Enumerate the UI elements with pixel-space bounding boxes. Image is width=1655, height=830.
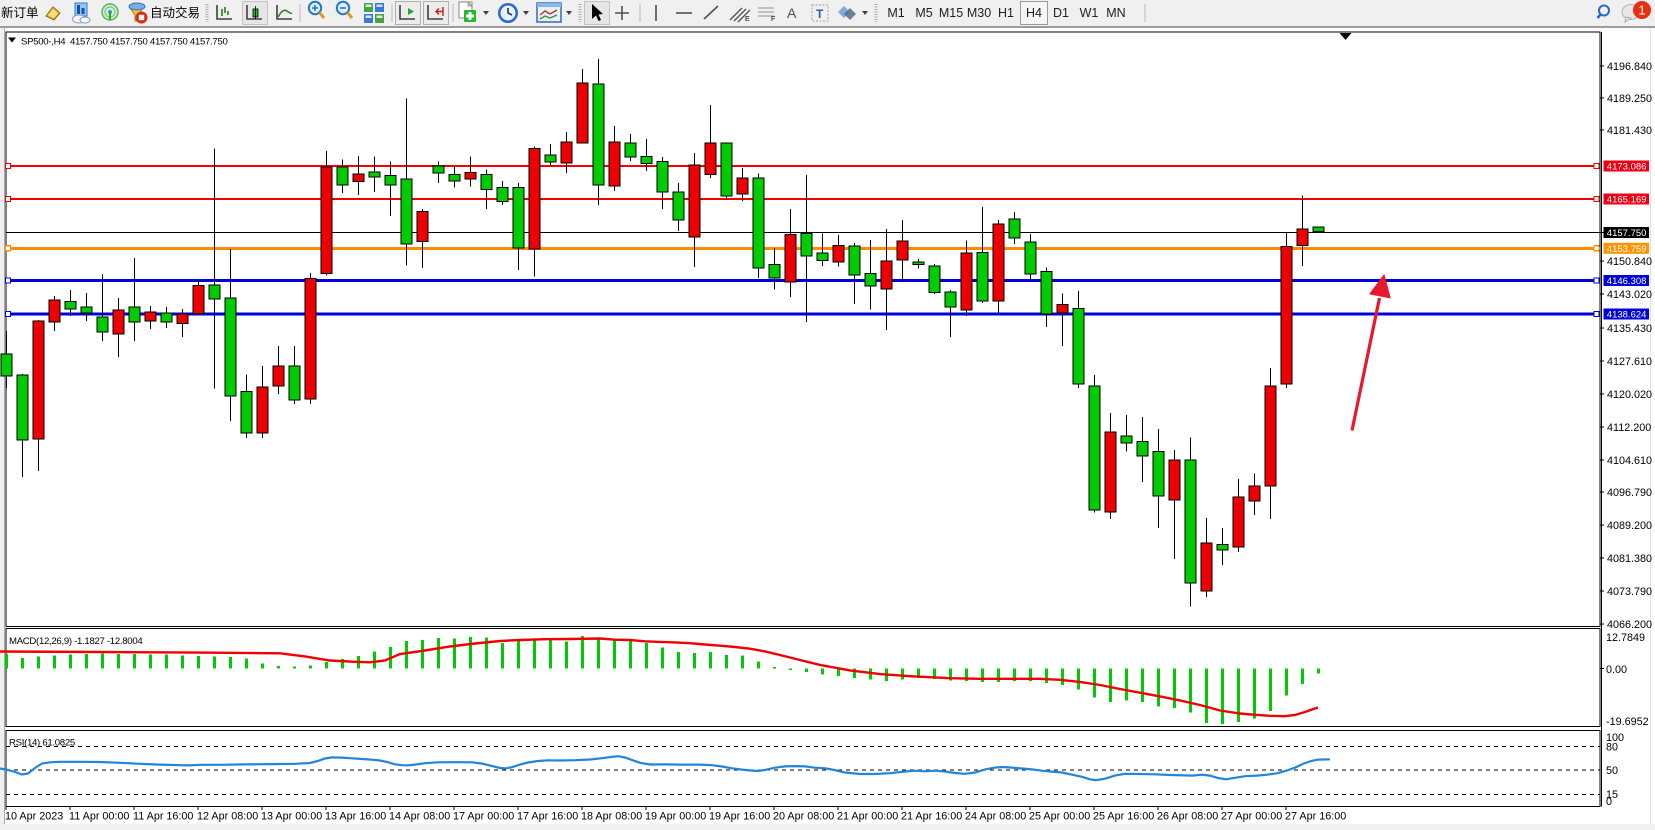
svg-text:4089.200: 4089.200 — [1607, 520, 1652, 532]
svg-text:0.00: 0.00 — [1606, 664, 1627, 676]
svg-text:27 Apr 00:00: 27 Apr 00:00 — [1221, 811, 1282, 823]
svg-text:4146.308: 4146.308 — [1607, 276, 1647, 287]
svg-text:14 Apr 08:00: 14 Apr 08:00 — [389, 811, 450, 823]
svg-text:M30: M30 — [967, 6, 991, 20]
svg-text:17 Apr 16:00: 17 Apr 16:00 — [517, 811, 578, 823]
svg-text:A: A — [787, 5, 797, 21]
svg-text:4181.430: 4181.430 — [1607, 125, 1652, 137]
svg-text:25 Apr 16:00: 25 Apr 16:00 — [1093, 811, 1154, 823]
svg-text:4153.759: 4153.759 — [1607, 244, 1647, 255]
svg-text:4127.610: 4127.610 — [1607, 356, 1652, 368]
svg-text:13 Apr 00:00: 13 Apr 00:00 — [261, 811, 322, 823]
svg-text:12 Apr 08:00: 12 Apr 08:00 — [197, 811, 258, 823]
svg-text:21 Apr 00:00: 21 Apr 00:00 — [837, 811, 898, 823]
svg-text:4196.840: 4196.840 — [1607, 61, 1652, 73]
svg-text:M5: M5 — [915, 6, 932, 20]
svg-text:26 Apr 08:00: 26 Apr 08:00 — [1157, 811, 1218, 823]
svg-text:4189.250: 4189.250 — [1607, 93, 1652, 105]
svg-text:4081.380: 4081.380 — [1607, 553, 1652, 565]
svg-text:E: E — [745, 16, 750, 23]
svg-text:T: T — [816, 7, 824, 21]
svg-text:4150.840: 4150.840 — [1607, 256, 1652, 268]
svg-text:4165.169: 4165.169 — [1607, 195, 1647, 206]
svg-text:MACD(12,26,9) -1.1827 -12.8004: MACD(12,26,9) -1.1827 -12.8004 — [9, 636, 143, 647]
svg-text:27 Apr 16:00: 27 Apr 16:00 — [1285, 811, 1346, 823]
svg-text:H4: H4 — [1026, 6, 1042, 20]
svg-text:4096.790: 4096.790 — [1607, 487, 1652, 499]
svg-text:RSI(14) 61.0825: RSI(14) 61.0825 — [9, 738, 75, 749]
svg-text:25 Apr 00:00: 25 Apr 00:00 — [1029, 811, 1090, 823]
svg-text:-19.6952: -19.6952 — [1606, 716, 1649, 728]
svg-text:4104.610: 4104.610 — [1607, 455, 1652, 467]
svg-text:0: 0 — [1606, 796, 1612, 808]
svg-text:M1: M1 — [887, 6, 904, 20]
svg-text:新订单: 新订单 — [1, 5, 39, 20]
svg-text:4138.624: 4138.624 — [1607, 310, 1647, 321]
svg-text:D1: D1 — [1053, 6, 1069, 20]
svg-text:21 Apr 16:00: 21 Apr 16:00 — [901, 811, 962, 823]
svg-text:4120.020: 4120.020 — [1607, 389, 1652, 401]
svg-text:20 Apr 08:00: 20 Apr 08:00 — [773, 811, 834, 823]
svg-text:100: 100 — [1606, 732, 1624, 744]
svg-text:15: 15 — [1606, 789, 1618, 801]
svg-text:自动交易: 自动交易 — [150, 5, 200, 20]
svg-text:1: 1 — [1638, 3, 1645, 18]
svg-text:11 Apr 16:00: 11 Apr 16:00 — [133, 811, 193, 823]
svg-text:11 Apr 00:00: 11 Apr 00:00 — [69, 811, 129, 823]
svg-text:4135.430: 4135.430 — [1607, 323, 1652, 335]
svg-text:18 Apr 08:00: 18 Apr 08:00 — [581, 811, 642, 823]
svg-text:4173.086: 4173.086 — [1607, 162, 1647, 173]
svg-text:SP500-,H4 4157.750 4157.750 4: SP500-,H4 4157.750 4157.750 4157.750 415… — [21, 37, 228, 48]
svg-text:4157.750: 4157.750 — [1607, 228, 1647, 239]
svg-text:10 Apr 2023: 10 Apr 2023 — [5, 811, 63, 823]
svg-text:19 Apr 16:00: 19 Apr 16:00 — [709, 811, 770, 823]
svg-text:24 Apr 08:00: 24 Apr 08:00 — [965, 811, 1026, 823]
svg-text:F: F — [771, 16, 775, 23]
svg-text:H1: H1 — [998, 6, 1014, 20]
svg-text:80: 80 — [1606, 742, 1618, 754]
svg-text:50: 50 — [1606, 765, 1618, 777]
svg-text:4073.790: 4073.790 — [1607, 586, 1652, 598]
svg-text:4143.020: 4143.020 — [1607, 289, 1652, 301]
svg-text:W1: W1 — [1080, 6, 1099, 20]
svg-text:17 Apr 00:00: 17 Apr 00:00 — [453, 811, 514, 823]
svg-text:13 Apr 16:00: 13 Apr 16:00 — [325, 811, 386, 823]
svg-text:M15: M15 — [939, 6, 963, 20]
svg-text:12.7849: 12.7849 — [1606, 632, 1645, 644]
svg-text:19 Apr 00:00: 19 Apr 00:00 — [645, 811, 706, 823]
svg-text:4066.200: 4066.200 — [1607, 619, 1652, 631]
svg-text:4112.200: 4112.200 — [1607, 422, 1651, 434]
svg-text:MN: MN — [1106, 6, 1125, 20]
